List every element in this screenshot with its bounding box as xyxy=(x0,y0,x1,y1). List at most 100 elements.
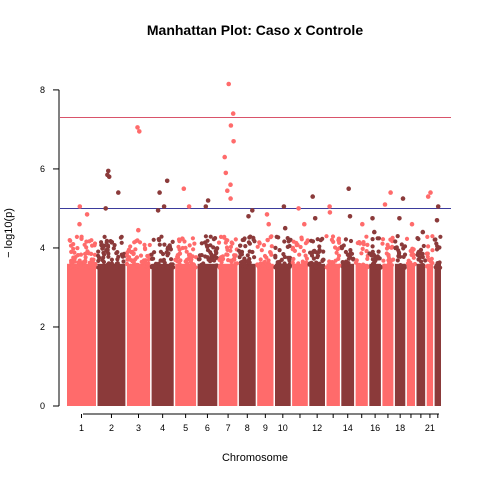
snp-point xyxy=(317,244,322,249)
snp-point xyxy=(217,257,222,263)
snp-point xyxy=(109,261,114,266)
snp-point xyxy=(245,253,250,258)
snp-point xyxy=(346,256,351,261)
x-tick-label: 8 xyxy=(245,423,250,433)
chromosome-8-body xyxy=(238,263,256,406)
snp-point xyxy=(144,261,149,266)
snp-point xyxy=(73,254,78,260)
snp-point xyxy=(331,265,336,270)
snp-point xyxy=(82,260,87,265)
chromosome-17-body xyxy=(382,263,394,406)
snp-point xyxy=(75,264,80,269)
snp-point xyxy=(337,263,342,268)
snp-point xyxy=(96,265,101,270)
snp-point xyxy=(142,242,147,247)
snp-point xyxy=(100,257,105,263)
x-tick-label: 16 xyxy=(370,423,380,433)
snp-point xyxy=(87,239,92,244)
snp-point xyxy=(102,234,107,239)
snp-peak-point xyxy=(136,227,141,233)
snp-point xyxy=(128,244,133,249)
threshold-lines xyxy=(60,117,451,209)
snp-point xyxy=(435,261,440,266)
snp-point xyxy=(106,254,111,259)
snp-point xyxy=(274,234,279,239)
snp-point xyxy=(333,258,338,263)
snp-point xyxy=(157,242,162,247)
snp-point xyxy=(177,261,182,267)
snp-point xyxy=(100,245,105,250)
snp-point xyxy=(290,260,295,265)
snp-point xyxy=(426,244,431,249)
snp-point xyxy=(75,246,80,251)
snp-point xyxy=(430,260,435,266)
snp-point xyxy=(335,247,340,252)
snp-point xyxy=(166,251,171,256)
snp-point xyxy=(105,247,110,253)
chromosome-6-body xyxy=(197,263,218,406)
snp-point xyxy=(209,257,214,263)
snp-point xyxy=(282,254,287,260)
snp-point xyxy=(201,261,206,266)
snp-peak-point xyxy=(434,218,440,223)
snp-point xyxy=(142,246,148,251)
snp-point xyxy=(348,238,354,244)
snp-point xyxy=(78,252,84,257)
snp-point xyxy=(69,249,74,254)
snp-point xyxy=(205,238,210,243)
snp-point xyxy=(147,242,152,248)
snp-point xyxy=(211,245,216,250)
snp-peak-point xyxy=(388,190,393,195)
snp-peak-point xyxy=(312,216,318,221)
snp-point xyxy=(132,240,137,245)
snp-point xyxy=(420,254,425,259)
snp-point xyxy=(291,256,296,262)
snp-point xyxy=(71,246,76,251)
chromosome-7-body xyxy=(218,263,238,406)
snp-peak-point xyxy=(77,204,83,209)
chromosome-3-body xyxy=(126,263,151,406)
snp-point xyxy=(273,265,278,270)
snp-point xyxy=(208,234,213,239)
snp-point xyxy=(96,253,101,258)
snp-peak-point xyxy=(397,216,402,221)
chromosome-1-body xyxy=(67,263,96,406)
snp-point xyxy=(191,247,196,252)
snp-point xyxy=(354,258,359,263)
snp-point xyxy=(421,243,426,249)
snp-point xyxy=(255,244,260,249)
snp-point xyxy=(364,234,369,239)
snp-point xyxy=(158,258,163,263)
snp-peak-point xyxy=(327,204,332,209)
chromosome-22-body xyxy=(434,263,441,406)
snp-point xyxy=(430,248,435,253)
snp-point xyxy=(232,253,237,258)
snp-point xyxy=(425,254,430,259)
snp-point xyxy=(166,265,171,270)
snp-peak-point xyxy=(231,139,236,144)
chromosome-5-body xyxy=(175,263,197,406)
chromosome-12-points xyxy=(307,194,326,406)
chromosome-9-points xyxy=(255,212,276,406)
snp-point xyxy=(91,262,96,268)
snp-point xyxy=(286,239,291,244)
snp-point xyxy=(424,251,429,256)
snp-point xyxy=(401,246,406,251)
chromosome-10-points xyxy=(273,204,293,406)
x-tick-label: 2 xyxy=(109,423,114,433)
snp-point xyxy=(299,235,304,240)
snp-point xyxy=(96,249,101,254)
snp-peak-point xyxy=(230,111,236,116)
snp-point xyxy=(376,236,382,241)
snp-point xyxy=(387,256,392,261)
snp-point xyxy=(424,264,429,269)
snp-point xyxy=(380,241,385,246)
x-tick-label: 4 xyxy=(160,423,165,433)
snp-peak-point xyxy=(428,190,433,195)
snp-peak-point xyxy=(225,188,230,193)
snp-peak-point xyxy=(370,216,375,221)
snp-point xyxy=(106,261,111,266)
snp-point xyxy=(428,265,433,270)
snp-point xyxy=(176,237,182,242)
snp-point xyxy=(310,239,316,244)
